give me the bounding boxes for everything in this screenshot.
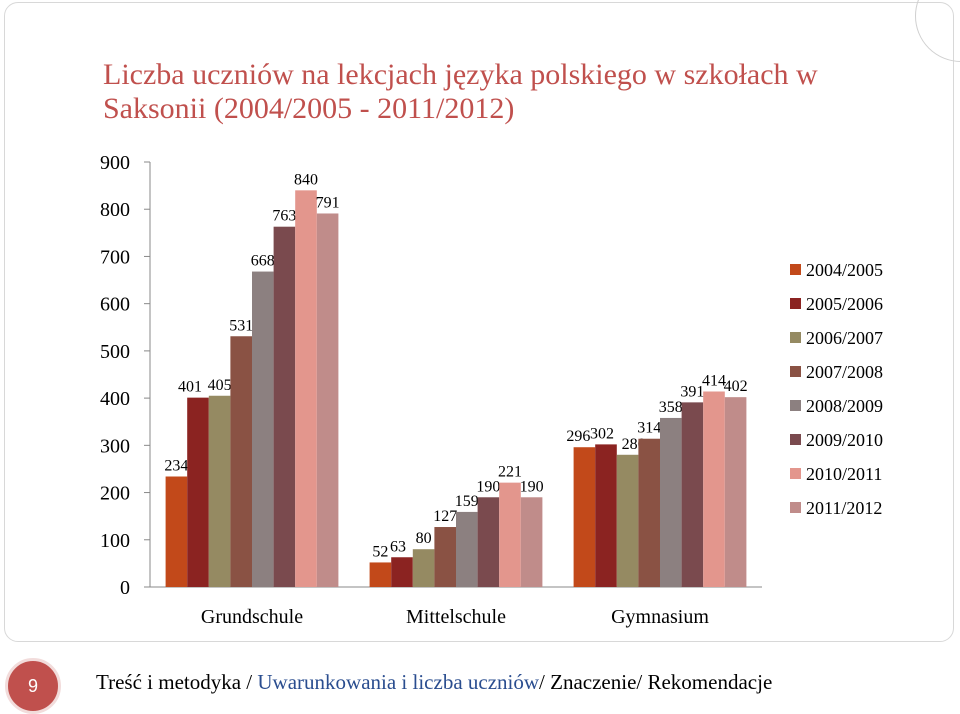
data-label: 296 <box>566 428 590 445</box>
legend-label: 2007/2008 <box>806 362 883 382</box>
bar <box>616 454 639 587</box>
legend-swatch <box>790 502 801 513</box>
page-number: 9 <box>27 675 38 696</box>
x-category-label: Mittelschule <box>406 606 506 628</box>
slide-title: Liczba uczniów na lekcjach języka polski… <box>103 58 923 126</box>
data-label: 302 <box>590 425 614 442</box>
bar <box>573 447 596 587</box>
data-label: 80 <box>416 530 432 547</box>
y-tick-label: 800 <box>100 199 130 221</box>
bar <box>273 226 296 587</box>
legend-swatch <box>790 468 801 479</box>
data-label: 358 <box>659 399 683 416</box>
bar <box>434 527 456 587</box>
data-label: 405 <box>208 377 232 394</box>
bar <box>520 497 543 587</box>
legend-label: 2004/2005 <box>806 260 883 280</box>
data-label: 402 <box>724 378 748 395</box>
y-tick-label: 900 <box>100 152 130 174</box>
title-line-2: Saksonii (2004/2005 - 2011/2012) <box>103 92 515 125</box>
y-tick-label: 500 <box>100 341 130 363</box>
data-label: 52 <box>372 543 388 560</box>
bar <box>230 336 252 587</box>
legend-swatch <box>790 264 801 275</box>
bar <box>208 395 231 587</box>
y-tick-label: 200 <box>100 483 130 505</box>
y-tick-label: 100 <box>100 530 130 552</box>
y-tick-label: 400 <box>100 388 130 410</box>
bar <box>499 482 521 587</box>
legend-label: 2005/2006 <box>806 294 883 314</box>
bar <box>595 444 617 587</box>
bar <box>252 271 274 587</box>
x-category-label: Grundschule <box>201 606 303 628</box>
breadcrumb-part-2: / Znaczenie/ Rekomendacje <box>539 670 773 694</box>
bar <box>638 438 660 587</box>
data-label: 840 <box>294 171 318 188</box>
x-category-label: Gymnasium <box>611 606 709 628</box>
breadcrumb-current[interactable]: Uwarunkowania i liczba uczniów <box>257 670 540 694</box>
bar <box>369 562 392 587</box>
breadcrumb-part-1: Treść i metodyka / <box>96 670 258 694</box>
y-axis: 0 100 200 300 400 500 600 700 800 900 <box>100 152 762 599</box>
bar <box>187 397 209 587</box>
bar-chart: 0 100 200 300 400 500 600 700 800 900 234 401 405 53… <box>100 152 883 628</box>
legend-swatch <box>790 366 801 377</box>
bar <box>391 557 413 587</box>
page-number-badge: 9 <box>5 658 61 714</box>
y-tick-label: 300 <box>100 435 130 457</box>
data-label: 763 <box>272 208 296 225</box>
data-label: 127 <box>433 508 457 525</box>
legend-swatch <box>790 298 801 309</box>
y-tick-label: 0 <box>120 577 130 599</box>
data-label: 314 <box>637 420 661 437</box>
breadcrumb: Treść i metodyka / Uwarunkowania i liczb… <box>96 670 772 695</box>
data-label: 190 <box>520 478 544 495</box>
data-label: 531 <box>229 317 253 334</box>
legend: 2004/2005 2005/2006 2006/2007 2007/2008 2008… <box>790 260 883 518</box>
bar <box>477 497 500 587</box>
slide-frame <box>4 2 954 642</box>
x-axis: Grundschule Mittelschule Gymnasium <box>201 606 709 628</box>
data-label: 391 <box>680 383 704 400</box>
legend-swatch <box>790 434 801 445</box>
bar <box>681 402 704 587</box>
legend-label: 2006/2007 <box>806 328 883 348</box>
bar <box>412 549 435 587</box>
legend-label: 2010/2011 <box>806 464 882 484</box>
data-label: 190 <box>476 478 500 495</box>
title-line-1: Liczba uczniów na lekcjach języka polski… <box>103 58 818 91</box>
data-label: 221 <box>498 464 522 481</box>
data-label: 159 <box>455 493 479 510</box>
data-label: 791 <box>316 194 340 211</box>
bar <box>660 417 682 587</box>
bar <box>703 391 725 587</box>
y-tick-label: 600 <box>100 294 130 316</box>
legend-swatch <box>790 332 801 343</box>
footer: 9 Treść i metodyka / Uwarunkowania i lic… <box>0 648 960 714</box>
legend-swatch <box>790 400 801 411</box>
bar <box>456 511 478 587</box>
data-label: 668 <box>251 253 275 270</box>
data-label: 234 <box>164 458 188 475</box>
legend-label: 2008/2009 <box>806 396 883 416</box>
bar <box>165 476 188 587</box>
y-tick-label: 700 <box>100 246 130 268</box>
data-label: 414 <box>702 373 726 390</box>
legend-label: 2011/2012 <box>806 498 882 518</box>
data-label: 63 <box>390 538 406 555</box>
data-label: 401 <box>178 379 202 396</box>
bar <box>295 190 317 588</box>
legend-label: 2009/2010 <box>806 430 883 450</box>
bar <box>724 397 747 587</box>
bar <box>316 213 339 587</box>
